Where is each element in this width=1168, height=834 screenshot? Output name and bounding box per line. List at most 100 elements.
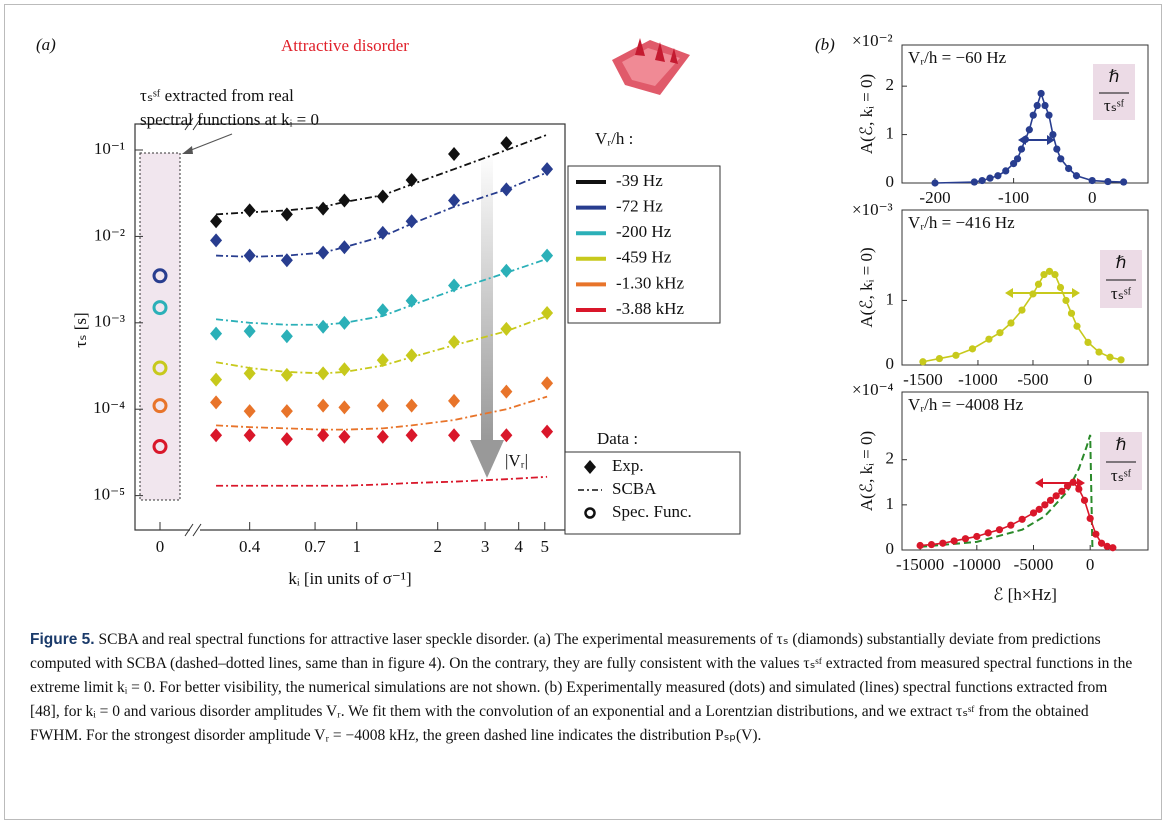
dot (968, 345, 977, 353)
dot (1041, 501, 1049, 509)
x-tick-label: 0 (1086, 555, 1095, 574)
annotation-arrowhead (182, 146, 193, 154)
y-tick-label: 10⁻¹ (94, 139, 125, 158)
dot (935, 354, 944, 363)
legend-label: -1.30 kHz (616, 273, 684, 292)
dot (931, 179, 939, 187)
dot (1049, 130, 1057, 139)
axis-break (184, 117, 194, 131)
x-tick-label: 1 (352, 537, 361, 556)
diamond (405, 428, 418, 443)
diamond (541, 162, 554, 177)
y-tick-label: 0 (886, 354, 895, 373)
diamond (541, 424, 554, 439)
dot (1073, 322, 1081, 330)
y-axis-label: A(ℰ, kᵢ = 0) (857, 431, 876, 511)
dot (1010, 160, 1018, 168)
panel-label-text: Vᵣ/h = −416 Hz (908, 213, 1015, 232)
dot (1053, 145, 1061, 153)
plot-frame (134, 123, 566, 531)
dot (1057, 155, 1065, 163)
legend-title: Vᵣ/h : (595, 129, 633, 148)
diamond (448, 334, 461, 349)
diamond (243, 324, 256, 339)
diamond (405, 398, 418, 413)
x-tick-label: 2 (433, 537, 442, 556)
x-tick-label: 0 (156, 537, 165, 556)
diamond (376, 429, 389, 444)
y-tick-label: 1 (886, 123, 895, 142)
diamond (448, 146, 461, 161)
dot (1065, 164, 1073, 173)
legend-label: -39 Hz (616, 171, 663, 190)
diamond (500, 384, 513, 399)
legend-label: -459 Hz (616, 248, 672, 267)
legend-diamond (584, 460, 596, 474)
diamond (448, 193, 461, 208)
dot (1084, 338, 1092, 346)
x-tick-label: 0 (1084, 370, 1093, 389)
dot (1029, 111, 1037, 119)
dot (1002, 167, 1010, 175)
x-tick-label: 0 (1088, 188, 1097, 207)
dot (1040, 270, 1048, 279)
annotation-box (1100, 250, 1142, 308)
diamond (338, 429, 351, 444)
y-tick-label: 0 (886, 172, 895, 191)
dot (1092, 530, 1100, 538)
dot (1088, 176, 1096, 185)
annotation-box (1100, 432, 1142, 490)
figure: (a) Attractive disorder τₛˢᶠ extracted fro… (36, 31, 1149, 604)
diamond (338, 362, 351, 377)
fwhm-arrowhead (1077, 478, 1085, 488)
dot (1034, 280, 1043, 288)
diamond (317, 428, 330, 443)
annotation: τₛˢᶠ extracted from real (140, 86, 294, 105)
legend-label: -200 Hz (616, 222, 672, 241)
dot (986, 174, 994, 182)
diamond (317, 398, 330, 413)
diamond (500, 182, 513, 197)
dot (1029, 509, 1038, 517)
dot (1018, 515, 1026, 523)
fwhm-arrowhead (1005, 288, 1013, 298)
dot (1058, 487, 1066, 495)
diamond (338, 315, 351, 330)
caption-text: SCBA and real spectral functions for att… (30, 631, 1133, 744)
dot (1045, 111, 1053, 119)
diamond (541, 248, 554, 263)
dot (1067, 309, 1076, 317)
x-tick-label: -500 (1017, 370, 1048, 389)
diamond (317, 319, 330, 334)
scba-line (216, 395, 548, 431)
diamond (243, 248, 256, 263)
dot (1052, 492, 1060, 500)
diamond (280, 404, 293, 419)
dot (1109, 544, 1117, 552)
annotation-numerator: ℏ (1116, 435, 1127, 454)
diamond (243, 404, 256, 419)
dot (996, 329, 1004, 337)
speckle-image (612, 38, 690, 95)
x-tick-label: 4 (514, 537, 523, 556)
scba-line (216, 171, 548, 258)
y-tick-label: 0 (886, 539, 895, 558)
dot (1104, 177, 1112, 186)
spec-func-point (152, 398, 168, 414)
x-tick-label: -200 (919, 188, 950, 207)
x-tick-label: -1000 (958, 370, 998, 389)
x-tick-label: 0.7 (304, 537, 326, 556)
diamond (280, 329, 293, 344)
panel-label: (a) (36, 35, 56, 54)
axis-break-gap (190, 121, 200, 127)
annotation: spectral functions at kᵢ = 0 (140, 110, 319, 129)
diamond (280, 432, 293, 447)
x-tick-label: -10000 (953, 555, 1001, 574)
diamond (448, 428, 461, 443)
spec-func-point (152, 360, 168, 376)
vr-arrowhead (470, 440, 504, 478)
dot (950, 537, 958, 545)
spec-func-point (152, 268, 168, 284)
diamond (376, 189, 389, 204)
